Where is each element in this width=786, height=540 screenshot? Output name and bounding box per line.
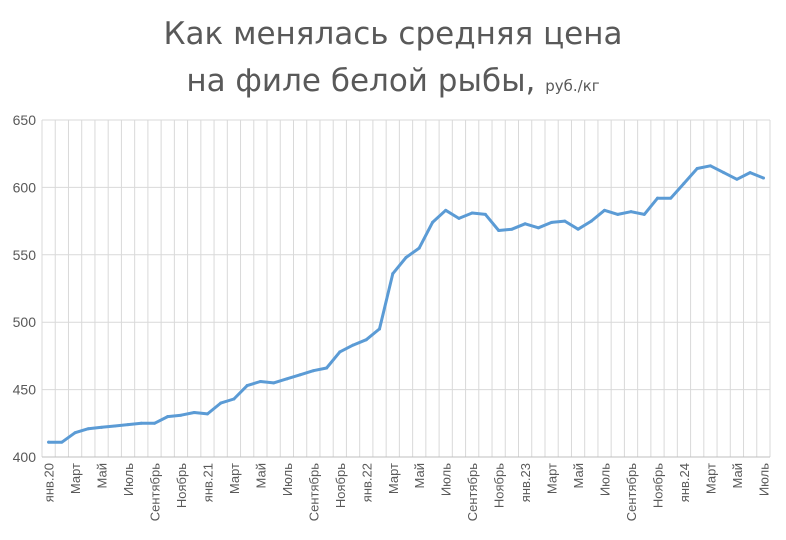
data-point (576, 227, 580, 231)
x-tick-label: Июль (439, 463, 454, 496)
chart-title-text: на филе белой рыбы, (186, 63, 536, 99)
data-point (232, 397, 236, 401)
data-point (470, 211, 474, 215)
data-point (589, 219, 593, 223)
data-point (364, 338, 368, 342)
data-point (285, 377, 289, 381)
x-tick-label: янв.20 (42, 463, 57, 502)
data-point (735, 177, 739, 181)
data-point (510, 227, 514, 231)
x-tick-label: Ноябрь (333, 463, 348, 508)
y-tick-label: 600 (13, 179, 37, 195)
x-tick-label: Сентябрь (465, 463, 480, 521)
x-tick-label: Март (68, 463, 83, 494)
y-tick-label: 400 (13, 449, 37, 465)
data-point (404, 255, 408, 259)
x-tick-label: янв.22 (359, 463, 374, 502)
data-point (430, 220, 434, 224)
data-point (311, 369, 315, 373)
x-tick-label: Май (253, 463, 268, 488)
data-point (669, 196, 673, 200)
chart-title-line-1: Как менялась средняя цена (163, 16, 623, 52)
data-point (192, 411, 196, 415)
data-point (616, 212, 620, 216)
data-point (642, 212, 646, 216)
data-point (682, 181, 686, 185)
data-point (695, 167, 699, 171)
x-tick-label: Ноябрь (492, 463, 507, 508)
data-point (47, 440, 51, 444)
x-tick-label: Март (227, 463, 242, 494)
data-point (219, 401, 223, 405)
x-tick-label: Март (703, 463, 718, 494)
data-point (629, 210, 633, 214)
x-tick-label: Май (412, 463, 427, 488)
data-point (603, 208, 607, 212)
x-tick-label: Ноябрь (174, 463, 189, 508)
data-point (444, 208, 448, 212)
data-point (722, 171, 726, 175)
x-tick-label: Июль (756, 463, 771, 496)
data-point (245, 384, 249, 388)
x-tick-label: Июль (280, 463, 295, 496)
data-point (86, 427, 90, 431)
data-point (272, 381, 276, 385)
data-point (179, 413, 183, 417)
x-tick-label: Сентябрь (624, 463, 639, 521)
chart-title-line-2: на филе белой рыбы, руб./кг (0, 63, 786, 99)
data-point (338, 350, 342, 354)
series-line (47, 164, 765, 444)
data-point (536, 226, 540, 230)
x-tick-label: янв.21 (200, 463, 215, 502)
data-point (325, 366, 329, 370)
data-point (126, 423, 130, 427)
data-point (708, 164, 712, 168)
data-point (298, 373, 302, 377)
x-tick-label: Май (95, 463, 110, 488)
data-point (351, 343, 355, 347)
data-point (523, 222, 527, 226)
data-point (497, 229, 501, 233)
y-tick-label: 550 (13, 247, 37, 263)
x-tick-label: Март (386, 463, 401, 494)
data-point (100, 425, 104, 429)
x-tick-label: Сентябрь (306, 463, 321, 521)
y-tick-label: 500 (13, 314, 37, 330)
data-point (73, 431, 77, 435)
data-point (258, 380, 262, 384)
data-point (60, 440, 64, 444)
data-point (205, 412, 209, 416)
x-tick-label: янв.23 (518, 463, 533, 502)
y-tick-label: 450 (13, 382, 37, 398)
data-point (748, 171, 752, 175)
data-point (655, 196, 659, 200)
x-tick-label: Март (545, 463, 560, 494)
x-tick-label: Июль (598, 463, 613, 496)
data-point (166, 415, 170, 419)
data-point (378, 327, 382, 331)
x-tick-label: Май (730, 463, 745, 488)
y-tick-label: 650 (13, 112, 37, 128)
x-tick-label: Июль (121, 463, 136, 496)
x-tick-label: Ноябрь (650, 463, 665, 508)
x-tick-label: Сентябрь (148, 463, 163, 521)
data-point (457, 216, 461, 220)
data-point (391, 272, 395, 276)
data-point (483, 212, 487, 216)
data-point (417, 246, 421, 250)
x-tick-label: Май (571, 463, 586, 488)
data-point (139, 421, 143, 425)
data-point (761, 176, 765, 180)
x-tick-label: янв.24 (677, 463, 692, 502)
data-point (113, 424, 117, 428)
data-point (563, 219, 567, 223)
data-point (550, 220, 554, 224)
chart-unit-label: руб./кг (545, 77, 600, 95)
data-point (153, 421, 157, 425)
